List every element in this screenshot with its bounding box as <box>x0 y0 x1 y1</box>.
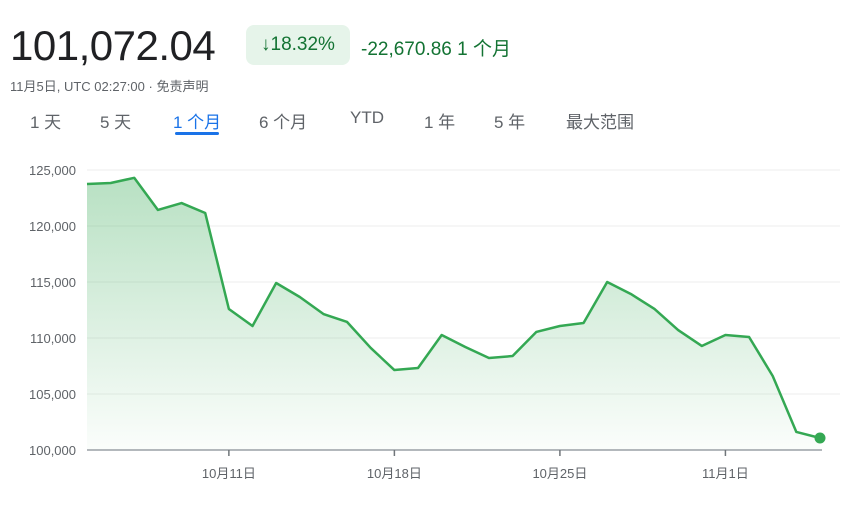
y-tick-label: 105,000 <box>29 387 76 402</box>
tab-range-1[interactable]: 5 天 <box>100 113 132 132</box>
tab-range-4[interactable]: YTD <box>350 108 384 127</box>
x-tick-label: 10月11日 <box>202 466 256 481</box>
y-tick-label: 100,000 <box>29 443 76 458</box>
change-absolute: -22,670.86 1 个月 <box>361 34 511 61</box>
tab-range-0[interactable]: 1 天 <box>30 113 62 132</box>
y-tick-label: 110,000 <box>30 331 76 346</box>
timestamp-line: 11月5日, UTC 02:27:00 · 免责声明 <box>10 76 208 95</box>
x-tick-label: 11月1日 <box>702 466 749 481</box>
timestamp: 11月5日, UTC 02:27:00 <box>10 79 145 94</box>
y-tick-label: 125,000 <box>29 163 76 178</box>
tab-range-3[interactable]: 6 个月 <box>259 113 308 132</box>
end-point-marker <box>814 432 826 444</box>
disclaimer-link[interactable]: 免责声明 <box>156 79 209 94</box>
tab-range-7[interactable]: 最大范围 <box>566 113 634 132</box>
tab-range-6[interactable]: 5 年 <box>494 113 526 132</box>
y-tick-label: 115,000 <box>30 275 76 290</box>
area-fill <box>87 177 820 450</box>
change-value: -22,670.86 <box>361 39 452 60</box>
price-line <box>86 176 821 440</box>
x-tick-label: 10月18日 <box>367 466 422 481</box>
y-tick-label: 120,000 <box>29 219 76 234</box>
arrow-down-icon: ↓ <box>261 34 271 55</box>
change-period: 1 个月 <box>457 39 511 60</box>
x-tick-label: 10月25日 <box>532 466 587 481</box>
separator: · <box>144 79 157 94</box>
tab-range-5[interactable]: 1 年 <box>424 113 456 132</box>
change-percent-badge: ↓18.32% <box>246 25 350 65</box>
current-price: 101,072.04 <box>10 22 216 69</box>
change-percent: 18.32% <box>270 34 335 55</box>
tab-range-2[interactable]: 1 个月 <box>173 108 221 135</box>
